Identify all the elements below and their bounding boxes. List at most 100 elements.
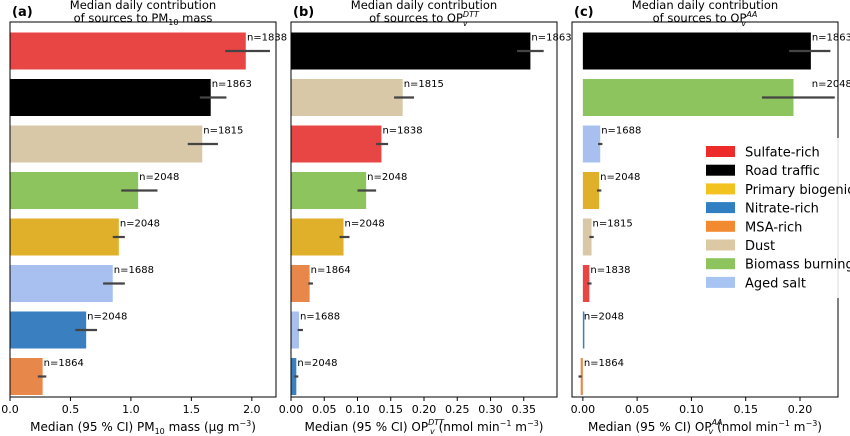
n-label: n=2048 bbox=[139, 172, 179, 183]
legend-swatch bbox=[706, 183, 735, 195]
x-tick-label: 0.10 bbox=[345, 403, 370, 416]
legend-swatch bbox=[706, 276, 735, 288]
legend-box bbox=[697, 138, 843, 298]
legend-label: Dust bbox=[745, 239, 775, 254]
n-label: n=1815 bbox=[203, 126, 243, 137]
n-label: n=1815 bbox=[404, 79, 444, 90]
x-tick-label: 0.00 bbox=[571, 403, 596, 416]
panel-letter: (a) bbox=[12, 5, 33, 20]
legend-label: Nitrate-rich bbox=[745, 202, 819, 217]
n-label: n=2048 bbox=[345, 219, 385, 230]
x-tick-label: 2.0 bbox=[243, 403, 261, 416]
x-tick-label: 0.00 bbox=[279, 403, 304, 416]
n-label: n=2048 bbox=[120, 219, 160, 230]
bar-dust bbox=[10, 125, 203, 163]
x-axis-label: Median (95 % CI) PM10 mass (μg m−3) bbox=[30, 419, 256, 436]
x-tick-label: 1.0 bbox=[122, 403, 140, 416]
bar-msa-rich bbox=[291, 265, 310, 302]
legend-swatch bbox=[706, 146, 735, 157]
panel-subtitle: of sources to PM10 mass bbox=[74, 11, 213, 27]
bar-nitrate-rich bbox=[291, 358, 297, 395]
bar-dust bbox=[582, 218, 592, 256]
bar-aged-salt bbox=[10, 265, 113, 302]
n-label: n=2048 bbox=[87, 312, 127, 323]
bar-dust bbox=[291, 79, 403, 116]
bar-road-traffic bbox=[582, 32, 811, 70]
legend-swatch bbox=[706, 202, 735, 214]
n-label: n=1688 bbox=[601, 126, 641, 137]
panel-title: Median daily contribution bbox=[70, 0, 216, 12]
legend-label: Aged salt bbox=[745, 276, 806, 291]
n-label: n=1838 bbox=[590, 265, 630, 276]
panel-letter: (b) bbox=[293, 5, 314, 20]
panel-title: Median daily contribution bbox=[632, 0, 778, 12]
legend-label: Sulfate-rich bbox=[745, 146, 820, 161]
x-axis-label: Median (95 % CI) OPDTT v (nmol min−1 m−3) bbox=[305, 418, 544, 436]
n-label: n=1864 bbox=[311, 265, 351, 276]
x-tick-label: 0.0 bbox=[1, 403, 19, 416]
x-tick-label: 0.10 bbox=[679, 403, 704, 416]
n-label: n=1863 bbox=[812, 33, 850, 44]
n-label: n=1815 bbox=[593, 219, 633, 230]
legend-label: Biomass burning bbox=[745, 258, 850, 273]
x-tick-label: 0.15 bbox=[379, 403, 404, 416]
bar-sulfate-rich bbox=[10, 32, 246, 70]
bar-primary-biogenic bbox=[10, 218, 119, 256]
x-tick-label: 0.20 bbox=[788, 403, 813, 416]
axes-frame bbox=[9, 21, 277, 398]
panel-subtitle: of sources to OPDTT v bbox=[369, 10, 480, 28]
x-tick-label: 0.35 bbox=[512, 403, 537, 416]
bar-aged-salt bbox=[582, 125, 601, 163]
bar-nitrate-rich bbox=[10, 311, 87, 349]
legend-swatch bbox=[706, 164, 735, 176]
legend-label: Primary biogenic bbox=[745, 183, 850, 198]
bar-aged-salt bbox=[291, 311, 299, 349]
legend: Sulfate-rich Road traffic Primary biogenic… bbox=[697, 138, 850, 298]
panel-title: Median daily contribution bbox=[351, 0, 497, 12]
n-label: n=1838 bbox=[382, 126, 422, 137]
x-tick-label: 0.5 bbox=[62, 403, 80, 416]
x-tick-label: 0.15 bbox=[733, 403, 758, 416]
panel-1: n=1838 n=1863 n=1815 n=2048 n=2048 n=1688 n=20… bbox=[1, 0, 287, 436]
x-tick-label: 0.30 bbox=[478, 403, 503, 416]
legend-swatch bbox=[706, 220, 735, 232]
n-label: n=2048 bbox=[600, 172, 640, 183]
bar-road-traffic bbox=[10, 79, 211, 116]
x-axis-label: Median (95 % CI) OPAA v (nmol min−1 m−3) bbox=[588, 418, 822, 436]
n-label: n=2048 bbox=[812, 79, 850, 90]
bar-msa-rich bbox=[10, 358, 43, 395]
bar-biomass-burning bbox=[291, 172, 367, 209]
n-label: n=1838 bbox=[247, 33, 287, 44]
bar-sulfate-rich bbox=[291, 125, 382, 163]
panel-2: n=1863 n=1815 n=1838 n=2048 n=2048 n=1864 n=16… bbox=[279, 0, 572, 436]
bar-nitrate-rich bbox=[582, 311, 585, 349]
n-label: n=2048 bbox=[297, 358, 337, 369]
n-label: n=1864 bbox=[584, 358, 624, 369]
bar-sulfate-rich bbox=[582, 265, 590, 302]
n-label: n=2048 bbox=[367, 172, 407, 183]
n-label: n=1688 bbox=[114, 265, 154, 276]
n-label: n=1863 bbox=[531, 33, 571, 44]
legend-label: MSA-rich bbox=[745, 220, 802, 235]
panel-subtitle: of sources to OPAA v bbox=[653, 10, 758, 28]
n-label: n=1864 bbox=[44, 358, 84, 369]
legend-swatch bbox=[706, 258, 735, 270]
n-label: n=2048 bbox=[584, 312, 624, 323]
x-tick-label: 0.20 bbox=[412, 403, 437, 416]
x-tick-label: 0.25 bbox=[445, 403, 470, 416]
bar-road-traffic bbox=[291, 32, 531, 70]
x-tick-label: 1.5 bbox=[183, 403, 201, 416]
panel-letter: (c) bbox=[574, 5, 594, 20]
x-tick-label: 0.05 bbox=[625, 403, 650, 416]
x-tick-label: 0.05 bbox=[312, 403, 337, 416]
bar-biomass-burning bbox=[582, 79, 794, 116]
n-label: n=1688 bbox=[300, 312, 340, 323]
legend-swatch bbox=[706, 239, 735, 251]
panel-3: n=1863 n=2048 n=1688 n=2048 n=1815 n=1838 n=20… bbox=[571, 0, 850, 436]
bar-msa-rich bbox=[580, 358, 583, 395]
bar-primary-biogenic bbox=[291, 218, 344, 256]
n-label: n=1863 bbox=[212, 79, 252, 90]
bar-biomass-burning bbox=[10, 172, 139, 209]
bar-primary-biogenic bbox=[582, 172, 600, 209]
